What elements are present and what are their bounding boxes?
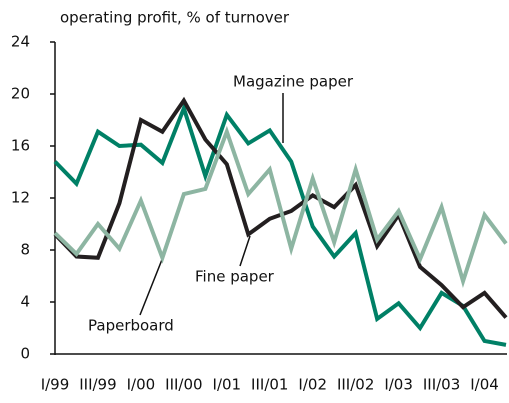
y-tick-label: 4 <box>20 293 30 311</box>
x-tick-label: III/99 <box>79 376 116 394</box>
line <box>53 125 508 289</box>
x-tick-label: I/01 <box>213 376 242 394</box>
x-tick-label: III/00 <box>165 376 202 394</box>
y-tick-label: 16 <box>11 137 30 155</box>
y-tick-label: 24 <box>11 33 30 51</box>
series-label: Fine paper <box>195 268 275 286</box>
line <box>53 102 507 347</box>
series-label: Paperboard <box>88 317 174 335</box>
x-tick-label: III/02 <box>337 376 374 394</box>
chart-title: operating profit, % of turnover <box>60 9 290 27</box>
x-tick-label: I/04 <box>470 376 499 394</box>
series-label: Magazine paper <box>233 73 354 91</box>
x-tick-label: I/00 <box>127 376 156 394</box>
x-tick-label: III/01 <box>251 376 288 394</box>
pointer <box>139 251 166 316</box>
y-tick-label: 12 <box>11 189 30 207</box>
y-tick-label: 0 <box>20 345 30 363</box>
y-tick-label: 20 <box>11 85 30 103</box>
x-tick-label: I/03 <box>384 376 413 394</box>
x-tick-label: I/99 <box>41 376 70 394</box>
x-tick-label: I/02 <box>298 376 327 394</box>
pointer <box>239 235 251 267</box>
y-tick-label: 8 <box>20 241 30 259</box>
x-tick-label: III/03 <box>423 376 460 394</box>
